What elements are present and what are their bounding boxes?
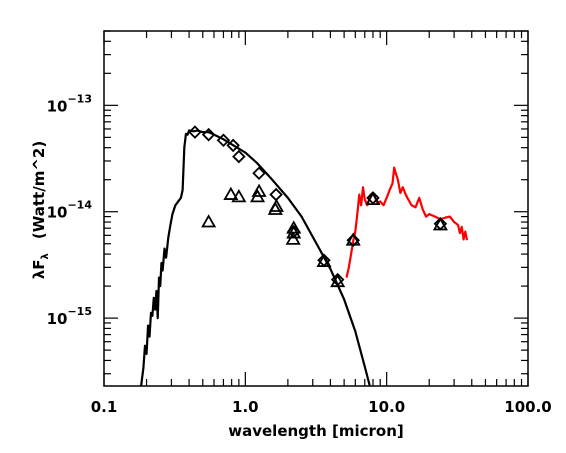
triangle-marker bbox=[251, 183, 267, 197]
triangle-marker bbox=[330, 273, 346, 288]
diamond-marker bbox=[252, 166, 266, 181]
diamond-marker bbox=[201, 127, 216, 142]
y-tick-base: 10 bbox=[47, 310, 68, 328]
y-axis-label-prefix: λF bbox=[30, 259, 48, 279]
plot-frame bbox=[103, 30, 529, 387]
x-tick-label: 10.0 bbox=[368, 398, 405, 416]
plot-area bbox=[139, 125, 469, 386]
diamond-marker bbox=[226, 138, 240, 153]
x-axis-label: wavelength [micron] bbox=[228, 422, 404, 440]
triangle-marker bbox=[345, 232, 361, 246]
diamond-marker bbox=[346, 233, 361, 247]
diamond-marker bbox=[188, 125, 202, 139]
y-axis-label-units: (Watt/m^2) bbox=[30, 141, 48, 239]
y-tick-exponent: −13 bbox=[67, 92, 92, 105]
red-spectrum-line bbox=[345, 166, 469, 278]
y-tick-exponent: −15 bbox=[67, 305, 92, 318]
triangle-marker bbox=[286, 220, 302, 234]
y-axis-label-subscript: λ bbox=[40, 252, 51, 259]
x-tick-label: 1.0 bbox=[232, 398, 259, 416]
y-tick-base: 10 bbox=[47, 204, 68, 222]
x-tick-label: 0.1 bbox=[91, 398, 118, 416]
triangle-marker bbox=[365, 191, 381, 206]
triangle-marker bbox=[285, 231, 301, 245]
y-tick-exponent: −14 bbox=[67, 199, 92, 212]
x-tick-label: 100.0 bbox=[504, 398, 551, 416]
diamond-marker bbox=[330, 272, 345, 287]
y-tick-label: 10−13 bbox=[47, 92, 92, 115]
triangle-marker bbox=[223, 186, 239, 200]
triangle-marker bbox=[268, 198, 284, 212]
triangle-marker bbox=[432, 217, 448, 231]
triangle-marker bbox=[201, 214, 217, 228]
y-tick-label: 10−15 bbox=[47, 305, 92, 328]
diamond-marker bbox=[269, 187, 283, 202]
diamond-marker bbox=[232, 149, 246, 164]
triangle-marker bbox=[316, 253, 332, 267]
diamond-marker bbox=[216, 133, 231, 148]
y-tick-label: 10−14 bbox=[47, 199, 93, 222]
y-tick-base: 10 bbox=[47, 97, 68, 115]
triangle-marker bbox=[231, 189, 247, 203]
y-axis-label: λFλ (Watt/m^2) bbox=[30, 141, 51, 279]
model-sed-line bbox=[139, 129, 371, 386]
